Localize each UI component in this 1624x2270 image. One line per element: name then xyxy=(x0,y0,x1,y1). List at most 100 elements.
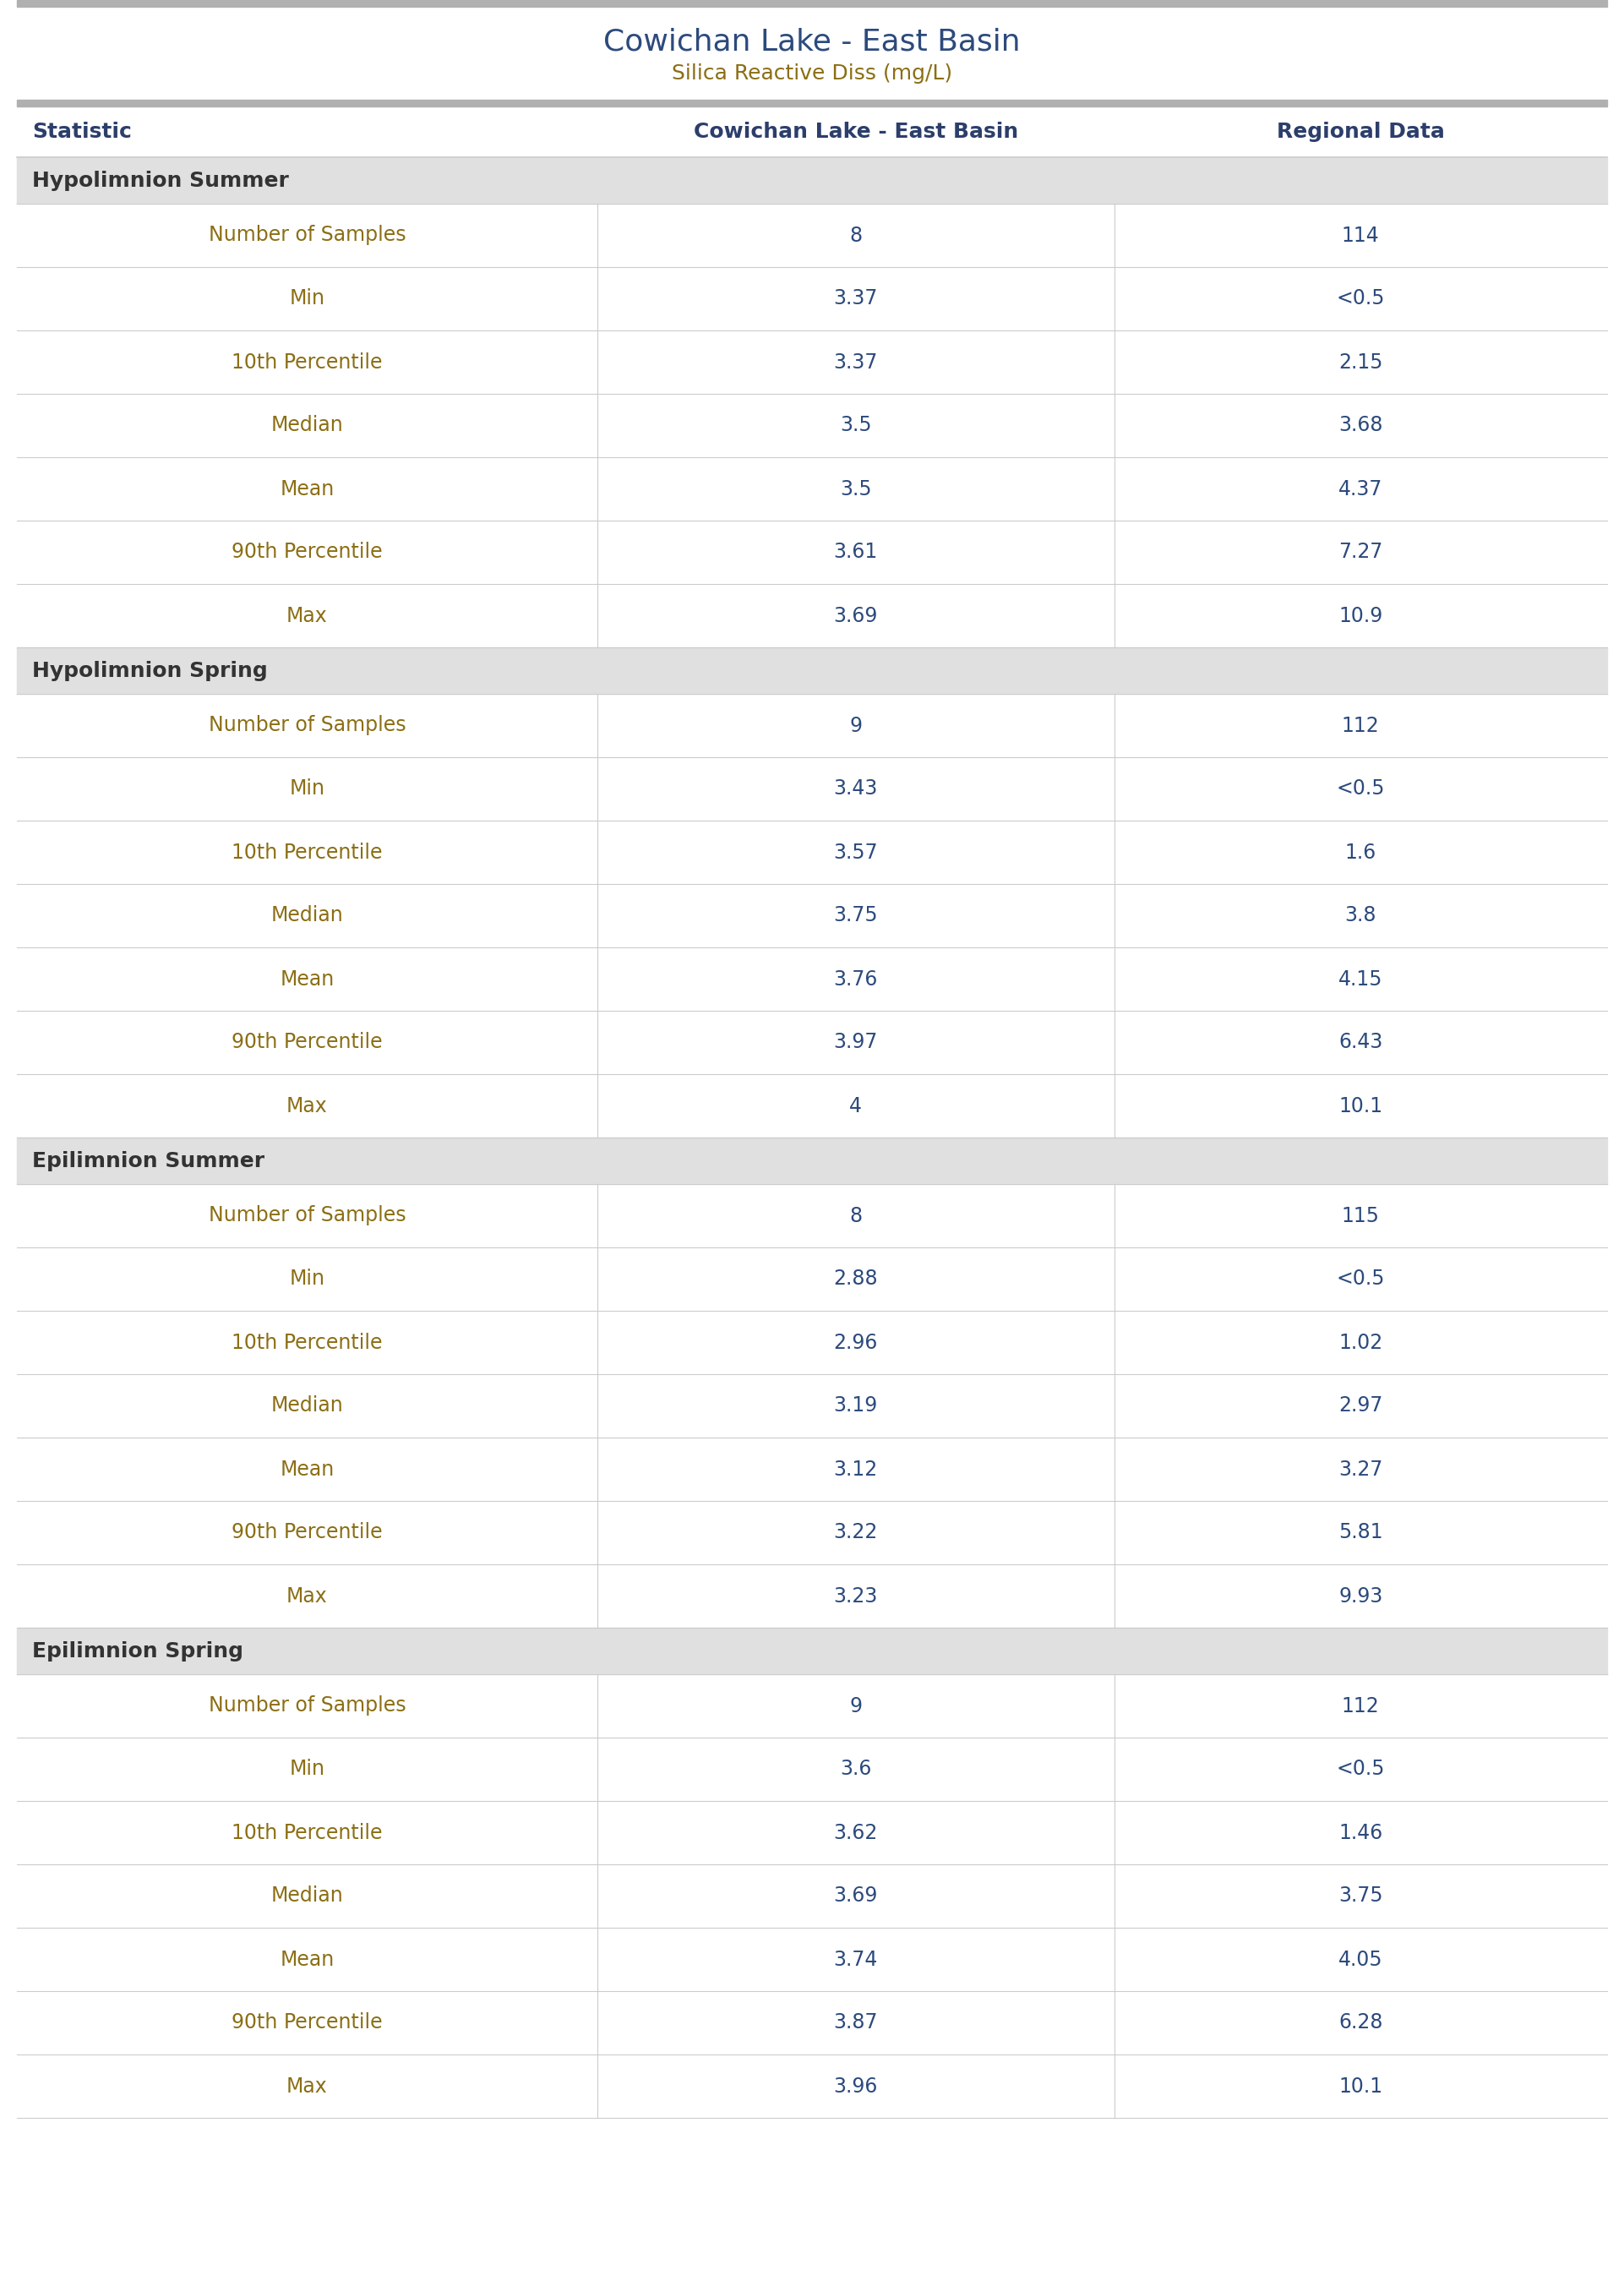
Text: Max: Max xyxy=(286,1096,328,1117)
Text: Min: Min xyxy=(289,1269,325,1289)
Text: Max: Max xyxy=(286,1587,328,1607)
Text: 1.02: 1.02 xyxy=(1338,1332,1382,1353)
Bar xyxy=(16,204,1608,268)
Text: 10th Percentile: 10th Percentile xyxy=(232,352,383,372)
Bar xyxy=(16,1991,1608,2054)
Text: 3.37: 3.37 xyxy=(833,288,879,309)
Text: 4.37: 4.37 xyxy=(1338,479,1382,499)
Bar xyxy=(16,157,1608,204)
Text: 3.8: 3.8 xyxy=(1345,906,1377,926)
Text: 3.61: 3.61 xyxy=(833,543,879,563)
Text: 3.69: 3.69 xyxy=(833,606,879,627)
Text: Silica Reactive Diss (mg/L): Silica Reactive Diss (mg/L) xyxy=(672,64,952,84)
Text: Median: Median xyxy=(271,906,343,926)
Text: 10.1: 10.1 xyxy=(1338,2077,1382,2095)
Text: 3.43: 3.43 xyxy=(833,779,879,799)
Text: Min: Min xyxy=(289,1759,325,1780)
Text: 3.75: 3.75 xyxy=(833,906,879,926)
Text: Hypolimnion Summer: Hypolimnion Summer xyxy=(32,170,289,191)
Bar xyxy=(16,758,1608,822)
Bar xyxy=(16,393,1608,456)
Text: Median: Median xyxy=(271,1886,343,1907)
Text: 3.68: 3.68 xyxy=(1338,415,1382,436)
Text: Min: Min xyxy=(289,288,325,309)
Text: 6.28: 6.28 xyxy=(1338,2013,1382,2034)
Text: 9: 9 xyxy=(849,715,862,735)
Bar xyxy=(16,520,1608,583)
Text: 3.37: 3.37 xyxy=(833,352,879,372)
Text: Number of Samples: Number of Samples xyxy=(208,225,406,245)
Text: 90th Percentile: 90th Percentile xyxy=(232,1033,383,1053)
Text: Statistic: Statistic xyxy=(32,123,132,143)
Bar xyxy=(16,1249,1608,1310)
Text: 10th Percentile: 10th Percentile xyxy=(232,1332,383,1353)
Bar xyxy=(16,1675,1608,1737)
Bar xyxy=(16,100,1608,107)
Text: 3.62: 3.62 xyxy=(833,1823,879,1843)
Text: 8: 8 xyxy=(849,1205,862,1226)
Text: Cowichan Lake - East Basin: Cowichan Lake - East Basin xyxy=(693,123,1018,143)
Text: 3.22: 3.22 xyxy=(833,1523,879,1544)
Text: 115: 115 xyxy=(1341,1205,1380,1226)
Bar xyxy=(16,1628,1608,1675)
Text: Median: Median xyxy=(271,1396,343,1416)
Text: 3.27: 3.27 xyxy=(1338,1460,1382,1480)
Text: 112: 112 xyxy=(1341,715,1379,735)
Bar xyxy=(16,583,1608,647)
Text: Median: Median xyxy=(271,415,343,436)
Bar xyxy=(16,1564,1608,1628)
Bar xyxy=(16,331,1608,393)
Text: 114: 114 xyxy=(1341,225,1379,245)
Text: 4.05: 4.05 xyxy=(1338,1950,1384,1970)
Text: 3.96: 3.96 xyxy=(833,2077,879,2095)
Bar xyxy=(16,268,1608,331)
Text: <0.5: <0.5 xyxy=(1337,1269,1385,1289)
Bar xyxy=(16,883,1608,947)
Bar xyxy=(16,1185,1608,1249)
Text: Epilimnion Summer: Epilimnion Summer xyxy=(32,1151,265,1171)
Bar xyxy=(16,2054,1608,2118)
Bar xyxy=(16,1137,1608,1185)
Text: 9.93: 9.93 xyxy=(1338,1587,1382,1607)
Bar xyxy=(16,947,1608,1010)
Text: Hypolimnion Spring: Hypolimnion Spring xyxy=(32,661,268,681)
Bar xyxy=(16,695,1608,758)
Text: Max: Max xyxy=(286,606,328,627)
Text: 3.57: 3.57 xyxy=(833,842,879,863)
Bar xyxy=(16,1437,1608,1500)
Text: 112: 112 xyxy=(1341,1696,1379,1716)
Text: 3.97: 3.97 xyxy=(833,1033,879,1053)
Text: <0.5: <0.5 xyxy=(1337,1759,1385,1780)
Text: 6.43: 6.43 xyxy=(1338,1033,1382,1053)
Text: 3.87: 3.87 xyxy=(833,2013,879,2034)
Text: 3.12: 3.12 xyxy=(833,1460,879,1480)
Text: 8: 8 xyxy=(849,225,862,245)
Text: 3.6: 3.6 xyxy=(840,1759,872,1780)
Text: 2.96: 2.96 xyxy=(833,1332,879,1353)
Text: Mean: Mean xyxy=(279,1950,335,1970)
Bar xyxy=(16,1010,1608,1074)
Text: 2.15: 2.15 xyxy=(1338,352,1382,372)
Text: 3.5: 3.5 xyxy=(840,479,872,499)
Text: Number of Samples: Number of Samples xyxy=(208,1696,406,1716)
Text: Mean: Mean xyxy=(279,969,335,990)
Text: 1.6: 1.6 xyxy=(1345,842,1377,863)
Bar xyxy=(16,0,1608,7)
Text: 3.69: 3.69 xyxy=(833,1886,879,1907)
Text: 9: 9 xyxy=(849,1696,862,1716)
Bar xyxy=(16,647,1608,695)
Text: 3.76: 3.76 xyxy=(833,969,879,990)
Text: Min: Min xyxy=(289,779,325,799)
Bar xyxy=(16,1737,1608,1800)
Text: <0.5: <0.5 xyxy=(1337,288,1385,309)
Text: 3.75: 3.75 xyxy=(1338,1886,1384,1907)
Text: Cowichan Lake - East Basin: Cowichan Lake - East Basin xyxy=(604,27,1020,57)
Text: 4: 4 xyxy=(849,1096,862,1117)
Text: Number of Samples: Number of Samples xyxy=(208,715,406,735)
Bar xyxy=(16,1864,1608,1927)
Bar xyxy=(16,1800,1608,1864)
Text: 10.1: 10.1 xyxy=(1338,1096,1382,1117)
Text: 1.46: 1.46 xyxy=(1338,1823,1382,1843)
Text: Epilimnion Spring: Epilimnion Spring xyxy=(32,1641,244,1662)
Bar xyxy=(16,1500,1608,1564)
